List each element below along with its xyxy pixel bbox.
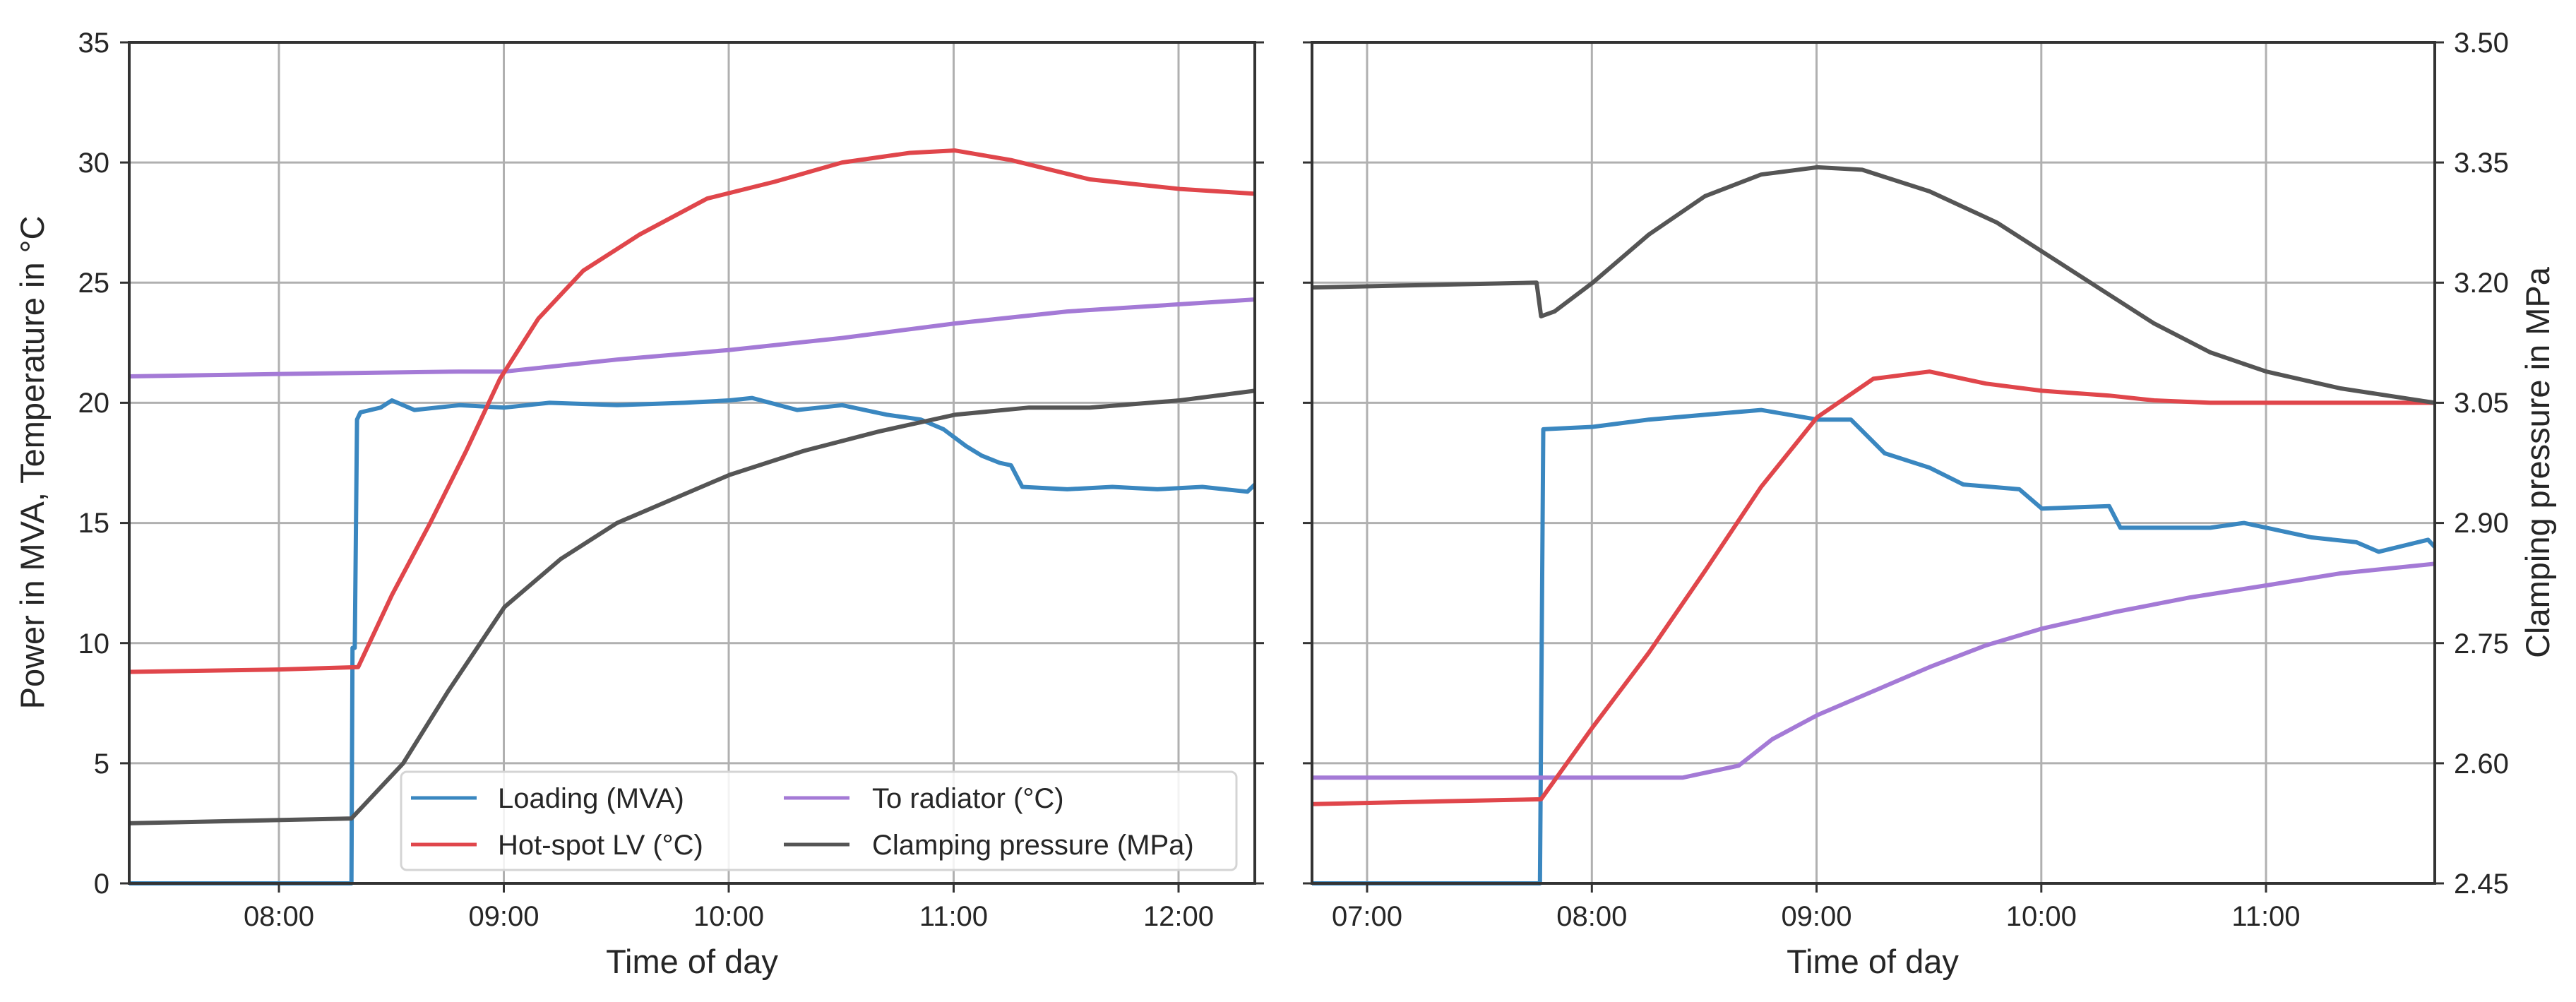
- left-y-tick-label: 30: [78, 148, 110, 179]
- left-grid: [129, 42, 1255, 883]
- series-line-loading-mva: [1312, 407, 2437, 885]
- left-x-tick-label: 09:00: [468, 901, 539, 932]
- right-y-tick-label: 3.05: [2454, 388, 2509, 419]
- left-plot-frame: [128, 41, 1256, 885]
- legend-label-hot-spot: Hot-spot LV (°C): [498, 830, 703, 861]
- right-grid: [1312, 42, 2435, 883]
- right-x-tick-label: 11:00: [2231, 901, 2300, 932]
- legend: Loading (MVA) To radiator (°C) Hot-spot …: [400, 770, 1238, 871]
- legend-label-to-radiator: To radiator (°C): [872, 783, 1064, 814]
- left-y-ticks: [120, 41, 1264, 885]
- left-y-tick-label: 5: [94, 748, 109, 780]
- left-x-tick-label: 08:00: [244, 901, 314, 932]
- right-y-tick-label: 3.50: [2454, 28, 2509, 59]
- legend-item-hot-spot: Hot-spot LV (°C): [411, 830, 703, 861]
- right-x-ticks: [1366, 883, 2267, 893]
- right-y-tick-label: 2.75: [2454, 628, 2509, 660]
- series-line-hot-spot-lv-c: [1311, 369, 2435, 806]
- right-x-tick-label: 07:00: [1332, 901, 1402, 932]
- right-series-lines: [1311, 165, 2437, 885]
- left-y-tick-label: 15: [78, 508, 110, 539]
- left-y-tick-label: 10: [78, 628, 110, 660]
- right-plot-frame: [1311, 41, 2436, 885]
- left-y-axis-label: Power in MVA, Temperature in °C: [13, 216, 51, 710]
- right-x-tick-label: 08:00: [1556, 901, 1627, 932]
- left-x-tick-label: 11:00: [919, 901, 988, 932]
- right-x-tick-label: 09:00: [1781, 901, 1852, 932]
- right-y-axis-label: Clamping pressure in MPa: [2519, 266, 2556, 658]
- left-y-tick-label: 0: [94, 869, 109, 900]
- left-x-tick-label: 10:00: [693, 901, 764, 932]
- series-line-clamping-pressure-mpa: [1311, 165, 2435, 405]
- left-x-ticks: [278, 883, 1180, 893]
- right-y-tick-label: 2.45: [2454, 869, 2509, 900]
- right-y-tick-label: 2.90: [2454, 508, 2509, 539]
- left-y-tick-label: 35: [78, 28, 110, 59]
- left-y-tick-label: 20: [78, 388, 110, 419]
- legend-label-loading: Loading (MVA): [498, 783, 684, 814]
- right-x-axis-label: Time of day: [1787, 943, 1959, 980]
- legend-label-clamping: Clamping pressure (MPa): [872, 830, 1194, 861]
- left-series-lines: [129, 148, 1257, 885]
- left-x-tick-label: 12:00: [1143, 901, 1214, 932]
- legend-box: [400, 770, 1238, 871]
- right-y-ticks: [1303, 41, 2444, 885]
- series-line-loading-mva: [129, 395, 1257, 885]
- legend-item-loading: Loading (MVA): [411, 783, 684, 814]
- right-chart-panel: 2.45 2.60 2.75 2.90 3.05 3.20 3.35 3.50 …: [1303, 28, 2556, 980]
- legend-item-clamping: Clamping pressure (MPa): [784, 830, 1194, 861]
- right-x-tick-label: 10:00: [2006, 901, 2077, 932]
- left-y-tick-label: 25: [78, 268, 110, 299]
- right-y-tick-label: 3.20: [2454, 268, 2509, 299]
- series-line-hot-spot-lv-c: [129, 148, 1256, 674]
- series-line-clamping-pressure-mpa: [129, 388, 1256, 825]
- right-y-tick-label: 2.60: [2454, 748, 2509, 780]
- right-y-tick-label: 3.35: [2454, 148, 2509, 179]
- series-line-to-radiator-c: [129, 297, 1256, 378]
- series-line-to-radiator-c: [1312, 561, 2435, 780]
- legend-item-to-radiator: To radiator (°C): [784, 783, 1064, 814]
- left-x-axis-label: Time of day: [606, 943, 778, 980]
- left-chart-panel: 0 5 10 15 20 25 30 35 08:00 09:00 10:00 …: [13, 28, 1264, 980]
